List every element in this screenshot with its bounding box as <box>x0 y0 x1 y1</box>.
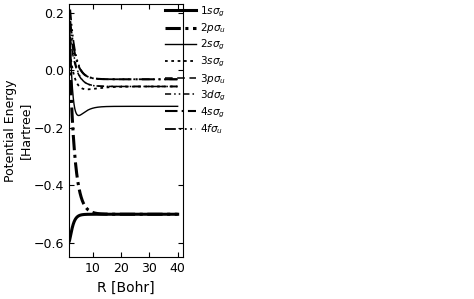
$2p\sigma_u$ <box>161 213 167 216</box>
$2p\sigma_u$ <box>85 208 91 211</box>
$2s\sigma_g$ <box>173 105 178 108</box>
$3p\sigma_u$ <box>108 85 113 88</box>
$3d\sigma_g$ <box>78 77 84 80</box>
$2s\sigma_g$ <box>78 113 84 116</box>
$3d\sigma_g$ <box>161 85 167 88</box>
$4f\sigma_u$ <box>173 77 178 81</box>
Line: $3d\sigma_g$: $3d\sigma_g$ <box>70 25 178 86</box>
$4s\sigma_g$ <box>85 75 91 78</box>
$3d\sigma_g$ <box>173 85 178 88</box>
$2s\sigma_g$ <box>161 105 167 108</box>
Legend: $1s\sigma_g$, $2p\sigma_u$, $2s\sigma_g$, $3s\sigma_g$, $3p\sigma_u$, $3d\sigma_: $1s\sigma_g$, $2p\sigma_u$, $2s\sigma_g$… <box>164 4 226 136</box>
$1s\sigma_g$ <box>108 213 113 216</box>
$3d\sigma_g$ <box>112 85 118 88</box>
$4s\sigma_g$ <box>161 77 167 81</box>
$4f\sigma_u$ <box>112 77 118 81</box>
$3s\sigma_g$ <box>85 88 91 91</box>
Line: $2s\sigma_g$: $2s\sigma_g$ <box>70 38 178 115</box>
$1s\sigma_g$ <box>112 213 118 216</box>
$3d\sigma_g$ <box>108 85 113 88</box>
$4f\sigma_u$ <box>175 77 181 81</box>
$1s\sigma_g$ <box>85 213 91 216</box>
Y-axis label: Potential Energy
[Hartree]: Potential Energy [Hartree] <box>4 80 32 182</box>
$1s\sigma_g$ <box>161 213 167 216</box>
Line: $3p\sigma_u$: $3p\sigma_u$ <box>70 37 178 86</box>
$3p\sigma_u$ <box>78 77 84 81</box>
$2p\sigma_u$ <box>66 23 72 27</box>
Line: $4f\sigma_u$: $4f\sigma_u$ <box>70 10 178 79</box>
$4f\sigma_u$ <box>78 68 84 72</box>
$2p\sigma_u$ <box>78 196 84 199</box>
$4s\sigma_g$ <box>112 77 118 81</box>
$4s\sigma_g$ <box>173 77 178 81</box>
$1s\sigma_g$ <box>127 213 132 216</box>
$2s\sigma_g$ <box>85 109 91 112</box>
$4f\sigma_u$ <box>108 77 113 81</box>
$2s\sigma_g$ <box>112 105 118 108</box>
$3s\sigma_g$ <box>173 85 178 88</box>
Line: $2p\sigma_u$: $2p\sigma_u$ <box>69 25 178 214</box>
$4f\sigma_u$ <box>161 77 167 81</box>
Line: $1s\sigma_g$: $1s\sigma_g$ <box>69 214 178 242</box>
$4f\sigma_u$ <box>85 75 91 78</box>
Line: $4s\sigma_g$: $4s\sigma_g$ <box>70 21 178 79</box>
$1s\sigma_g$ <box>175 213 181 216</box>
$3s\sigma_g$ <box>112 85 118 89</box>
X-axis label: R [Bohr]: R [Bohr] <box>97 281 155 295</box>
$2p\sigma_u$ <box>112 212 118 216</box>
$3p\sigma_u$ <box>112 85 118 88</box>
$2p\sigma_u$ <box>108 212 113 216</box>
$2p\sigma_u$ <box>175 213 181 216</box>
$3p\sigma_u$ <box>85 82 91 86</box>
$3s\sigma_g$ <box>108 85 113 89</box>
$3p\sigma_u$ <box>175 85 181 88</box>
$2p\sigma_u$ <box>173 213 178 216</box>
$3s\sigma_g$ <box>175 85 181 88</box>
$4s\sigma_g$ <box>108 77 113 81</box>
Line: $3s\sigma_g$: $3s\sigma_g$ <box>70 53 178 89</box>
$2s\sigma_g$ <box>175 105 181 108</box>
$1s\sigma_g$ <box>66 240 72 244</box>
$3s\sigma_g$ <box>78 86 84 90</box>
$4s\sigma_g$ <box>78 69 84 73</box>
$3d\sigma_g$ <box>175 85 181 88</box>
$1s\sigma_g$ <box>173 213 178 216</box>
$4s\sigma_g$ <box>175 77 181 81</box>
$3p\sigma_u$ <box>161 85 167 88</box>
$3s\sigma_g$ <box>161 85 167 88</box>
$2s\sigma_g$ <box>108 105 113 108</box>
$3d\sigma_g$ <box>85 82 91 86</box>
$3p\sigma_u$ <box>173 85 178 88</box>
$1s\sigma_g$ <box>78 213 84 217</box>
